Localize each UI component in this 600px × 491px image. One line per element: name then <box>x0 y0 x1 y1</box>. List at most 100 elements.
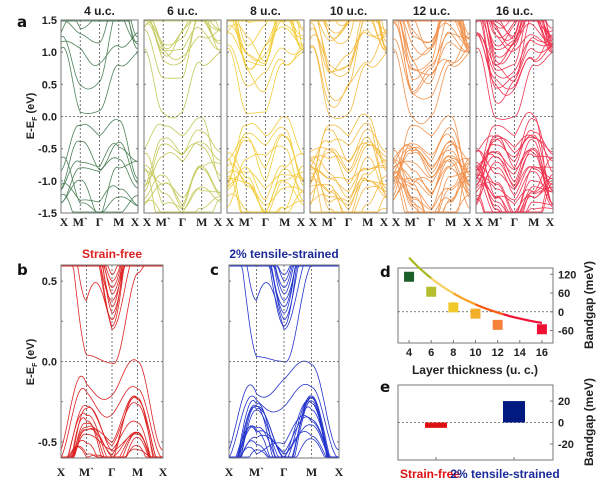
band-line <box>60 31 139 66</box>
band-line <box>392 38 471 100</box>
band-line <box>144 20 222 57</box>
band-line <box>309 31 388 108</box>
kpoint-label: Γ <box>345 215 353 229</box>
subplot-12uc: 12 u.c.X M` Γ M X <box>392 4 472 229</box>
ylabel-sub: F <box>32 362 39 367</box>
data-point <box>404 271 415 282</box>
panel-label-c: c <box>210 261 219 279</box>
kpoint-label: X <box>475 215 484 229</box>
ytick-label: -0.5 <box>38 144 57 156</box>
xtick-label: 14 <box>514 347 527 359</box>
panel-b-ylabel: E-EF (eV) <box>25 338 39 385</box>
kpoint-label: X <box>131 215 140 229</box>
band-line <box>226 116 305 188</box>
ytick-label: 0 <box>558 307 564 319</box>
kpoint-label: M <box>279 215 290 229</box>
kpoint-label: Γ <box>96 215 104 229</box>
fit-curve-segment <box>502 313 543 325</box>
fit-curve-segment <box>452 292 476 306</box>
band-line <box>60 143 139 191</box>
band-line <box>475 111 554 206</box>
kpoint-label: M` <box>322 215 337 229</box>
panel-a-ylabel: E-EF (eV) <box>25 92 39 139</box>
panel-e-ylabel: Bandgap (meV) <box>582 378 596 466</box>
kpoint-label: Γ <box>428 215 436 229</box>
kpoint-label: M` <box>405 215 420 229</box>
band-line <box>309 144 388 206</box>
kpoint-label: X <box>297 215 306 229</box>
bar <box>503 401 525 423</box>
kpoint-label: M` <box>488 215 503 229</box>
band-line <box>309 20 388 77</box>
ytick-label: 0 <box>558 418 564 430</box>
panel-a-yticks: 1.5 1.0 0.5 0.0 -0.5 -1.0 -1.5 <box>38 15 57 220</box>
kpoint-label: M <box>306 465 317 479</box>
kpoint-label: X <box>309 215 318 229</box>
ytick-label: -60 <box>558 326 574 338</box>
panel-label-e: e <box>380 378 390 396</box>
data-point <box>470 308 481 319</box>
band-line <box>310 20 388 73</box>
panel-b-strain-free: Strain-free E-EF (eV) 0.5 0.0 -0.5 X M` Γ M X <box>25 247 168 479</box>
ytick-label: 0.5 <box>42 276 57 288</box>
panel-c-plot: X M` Γ M X <box>225 264 344 479</box>
xtick-label: 8 <box>450 347 456 359</box>
band-line <box>226 145 305 208</box>
category-label: 2% tensile-strained <box>450 467 559 481</box>
ylabel-unit: (eV) <box>25 92 37 116</box>
band-line <box>143 161 222 209</box>
kpoint-label: Γ <box>179 215 187 229</box>
band-line <box>229 415 339 458</box>
ylabel-unit: (eV) <box>25 338 37 362</box>
kpoint-label: M <box>445 215 456 229</box>
kpoint-label: M <box>528 215 539 229</box>
band-line <box>475 134 554 178</box>
ylabel-prefix: E-E <box>25 367 37 385</box>
panel-c-title: 2% tensile-strained <box>229 247 338 261</box>
data-point <box>536 324 547 335</box>
kpoint-label: X <box>159 465 168 479</box>
band-line <box>143 143 222 192</box>
band-line <box>143 117 222 182</box>
data-point <box>492 319 503 330</box>
subplot-10uc: 10 u.c.X M` Γ M X <box>309 4 389 229</box>
xtick-label: 10 <box>469 347 481 359</box>
subplot-6uc: 6 u.c.X M` Γ M X <box>143 4 223 229</box>
kpoint-label: X <box>546 215 555 229</box>
panel-label-a: a <box>17 13 27 31</box>
panel-d-plot: 4 6 8 10 12 14 16 120 60 0 -60 <box>398 256 576 359</box>
band-line <box>143 48 222 119</box>
band-line <box>309 22 388 73</box>
subplot-title: 16 u.c. <box>496 4 533 18</box>
band-line <box>226 20 305 93</box>
band-line <box>226 153 305 201</box>
fit-curve-segment <box>408 256 432 280</box>
band-line <box>392 115 471 190</box>
kpoint-label: Γ <box>262 215 270 229</box>
ytick-label: -1.5 <box>38 208 57 220</box>
band-line <box>475 149 554 204</box>
kpoint-label: M <box>113 215 124 229</box>
kpoint-label: X <box>463 215 472 229</box>
band-line <box>475 149 554 205</box>
band-line <box>475 20 554 66</box>
band-line <box>226 133 305 184</box>
ytick-label: 0.0 <box>42 357 57 369</box>
panel-label-b: b <box>17 261 28 279</box>
kpoint-label: X <box>335 465 344 479</box>
panel-c-tensile-strained: 2% tensile-strained X M` Γ M X <box>225 247 344 479</box>
band-line <box>392 20 471 92</box>
band-line <box>309 128 388 185</box>
band-line <box>309 165 388 192</box>
ytick-label: -20 <box>558 439 574 451</box>
bar <box>425 422 447 428</box>
subplot-16uc: 16 u.c.X M` Γ M X <box>475 4 555 229</box>
panel-b-plot: 0.5 0.0 -0.5 X M` Γ M X <box>38 264 168 479</box>
data-point <box>426 286 437 297</box>
data-point <box>448 302 459 313</box>
panel-d-bandgap-vs-thickness: 4 6 8 10 12 14 16 120 60 0 -60 Layer thickness (u.… <box>397 256 596 377</box>
subplot-title: 4 u.c. <box>84 4 115 18</box>
fit-curve-segment <box>430 277 454 295</box>
